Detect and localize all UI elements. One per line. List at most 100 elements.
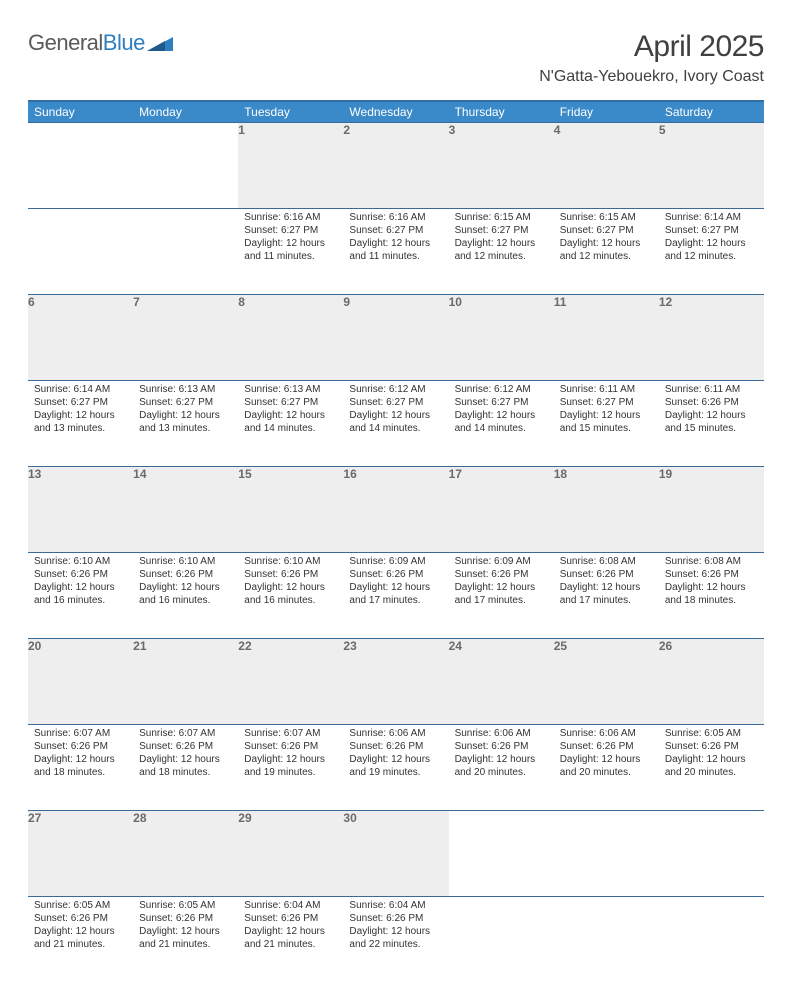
daylight-line: Daylight: 12 hours and 14 minutes. [455,409,548,435]
day-content-cell: Sunrise: 6:09 AMSunset: 6:26 PMDaylight:… [449,553,554,639]
sunset-line: Sunset: 6:27 PM [34,396,127,409]
sunrise-line: Sunrise: 6:04 AM [244,899,337,912]
sunset-line: Sunset: 6:26 PM [560,740,653,753]
sunrise-line: Sunrise: 6:11 AM [665,383,758,396]
day-content-cell: Sunrise: 6:11 AMSunset: 6:26 PMDaylight:… [659,381,764,467]
day-content-cell: Sunrise: 6:08 AMSunset: 6:26 PMDaylight:… [659,553,764,639]
sunrise-line: Sunrise: 6:07 AM [139,727,232,740]
day-number-cell: 7 [133,295,238,381]
sunset-line: Sunset: 6:26 PM [244,568,337,581]
day-number-cell: 23 [343,639,448,725]
sunset-line: Sunset: 6:26 PM [34,568,127,581]
day-content-cell: Sunrise: 6:13 AMSunset: 6:27 PMDaylight:… [238,381,343,467]
day-number-cell: 28 [133,811,238,897]
sunrise-line: Sunrise: 6:10 AM [34,555,127,568]
day-number-cell: 6 [28,295,133,381]
sunset-line: Sunset: 6:27 PM [139,396,232,409]
day-number-cell: 16 [343,467,448,553]
day-content-row: Sunrise: 6:14 AMSunset: 6:27 PMDaylight:… [28,381,764,467]
sunset-line: Sunset: 6:26 PM [349,568,442,581]
daylight-line: Daylight: 12 hours and 16 minutes. [34,581,127,607]
sunrise-line: Sunrise: 6:12 AM [349,383,442,396]
sunrise-line: Sunrise: 6:07 AM [34,727,127,740]
daylight-line: Daylight: 12 hours and 22 minutes. [349,925,442,951]
weekday-header: Thursday [449,101,554,123]
daylight-line: Daylight: 12 hours and 16 minutes. [244,581,337,607]
daylight-line: Daylight: 12 hours and 17 minutes. [560,581,653,607]
day-number-cell: 5 [659,123,764,209]
sunset-line: Sunset: 6:27 PM [244,224,337,237]
day-content-cell: Sunrise: 6:10 AMSunset: 6:26 PMDaylight:… [133,553,238,639]
day-content-cell: Sunrise: 6:10 AMSunset: 6:26 PMDaylight:… [28,553,133,639]
header: GeneralBlue April 2025 N'Gatta-Yebouekro… [28,30,764,86]
day-content-cell: Sunrise: 6:07 AMSunset: 6:26 PMDaylight:… [28,725,133,811]
weekday-header-row: SundayMondayTuesdayWednesdayThursdayFrid… [28,101,764,123]
sunrise-line: Sunrise: 6:11 AM [560,383,653,396]
sunrise-line: Sunrise: 6:06 AM [455,727,548,740]
daylight-line: Daylight: 12 hours and 18 minutes. [139,753,232,779]
sunrise-line: Sunrise: 6:13 AM [244,383,337,396]
weekday-header: Monday [133,101,238,123]
day-number-cell: 10 [449,295,554,381]
weekday-header: Sunday [28,101,133,123]
sunrise-line: Sunrise: 6:13 AM [139,383,232,396]
empty-cell [554,897,659,983]
sunset-line: Sunset: 6:26 PM [244,740,337,753]
day-number-row: 27282930 [28,811,764,897]
sunrise-line: Sunrise: 6:15 AM [560,211,653,224]
day-number-row: 12345 [28,123,764,209]
sunrise-line: Sunrise: 6:08 AM [665,555,758,568]
sunrise-line: Sunrise: 6:16 AM [244,211,337,224]
sunset-line: Sunset: 6:26 PM [665,740,758,753]
day-content-cell: Sunrise: 6:13 AMSunset: 6:27 PMDaylight:… [133,381,238,467]
sunset-line: Sunset: 6:27 PM [665,224,758,237]
sunrise-line: Sunrise: 6:12 AM [455,383,548,396]
day-content-cell: Sunrise: 6:07 AMSunset: 6:26 PMDaylight:… [238,725,343,811]
day-content-cell: Sunrise: 6:08 AMSunset: 6:26 PMDaylight:… [554,553,659,639]
sunrise-line: Sunrise: 6:04 AM [349,899,442,912]
day-number-cell: 30 [343,811,448,897]
day-content-cell: Sunrise: 6:04 AMSunset: 6:26 PMDaylight:… [343,897,448,983]
daylight-line: Daylight: 12 hours and 17 minutes. [349,581,442,607]
sunset-line: Sunset: 6:26 PM [139,912,232,925]
sunrise-line: Sunrise: 6:09 AM [455,555,548,568]
sunrise-line: Sunrise: 6:06 AM [349,727,442,740]
daylight-line: Daylight: 12 hours and 15 minutes. [665,409,758,435]
sunset-line: Sunset: 6:26 PM [34,740,127,753]
daylight-line: Daylight: 12 hours and 14 minutes. [244,409,337,435]
day-number-cell: 15 [238,467,343,553]
sunrise-line: Sunrise: 6:05 AM [665,727,758,740]
sunset-line: Sunset: 6:26 PM [560,568,653,581]
sunrise-line: Sunrise: 6:10 AM [139,555,232,568]
logo-text-blue: Blue [103,30,145,56]
weekday-header: Friday [554,101,659,123]
sunset-line: Sunset: 6:26 PM [244,912,337,925]
daylight-line: Daylight: 12 hours and 14 minutes. [349,409,442,435]
sunset-line: Sunset: 6:26 PM [665,396,758,409]
day-content-cell: Sunrise: 6:16 AMSunset: 6:27 PMDaylight:… [238,209,343,295]
day-number-row: 20212223242526 [28,639,764,725]
day-number-cell: 21 [133,639,238,725]
sunrise-line: Sunrise: 6:14 AM [34,383,127,396]
day-content-cell: Sunrise: 6:14 AMSunset: 6:27 PMDaylight:… [659,209,764,295]
sunset-line: Sunset: 6:27 PM [349,396,442,409]
day-number-cell: 26 [659,639,764,725]
daylight-line: Daylight: 12 hours and 16 minutes. [139,581,232,607]
sunset-line: Sunset: 6:27 PM [560,396,653,409]
day-number-cell: 17 [449,467,554,553]
day-content-cell: Sunrise: 6:05 AMSunset: 6:26 PMDaylight:… [133,897,238,983]
day-number-cell: 11 [554,295,659,381]
sunrise-line: Sunrise: 6:10 AM [244,555,337,568]
location-label: N'Gatta-Yebouekro, Ivory Coast [539,68,764,86]
calendar-table: SundayMondayTuesdayWednesdayThursdayFrid… [28,100,764,983]
daylight-line: Daylight: 12 hours and 20 minutes. [455,753,548,779]
daylight-line: Daylight: 12 hours and 15 minutes. [560,409,653,435]
empty-cell [28,209,133,295]
day-content-cell: Sunrise: 6:07 AMSunset: 6:26 PMDaylight:… [133,725,238,811]
sunrise-line: Sunrise: 6:05 AM [139,899,232,912]
daylight-line: Daylight: 12 hours and 13 minutes. [139,409,232,435]
daylight-line: Daylight: 12 hours and 13 minutes. [34,409,127,435]
daylight-line: Daylight: 12 hours and 12 minutes. [455,237,548,263]
daylight-line: Daylight: 12 hours and 11 minutes. [244,237,337,263]
day-content-row: Sunrise: 6:16 AMSunset: 6:27 PMDaylight:… [28,209,764,295]
